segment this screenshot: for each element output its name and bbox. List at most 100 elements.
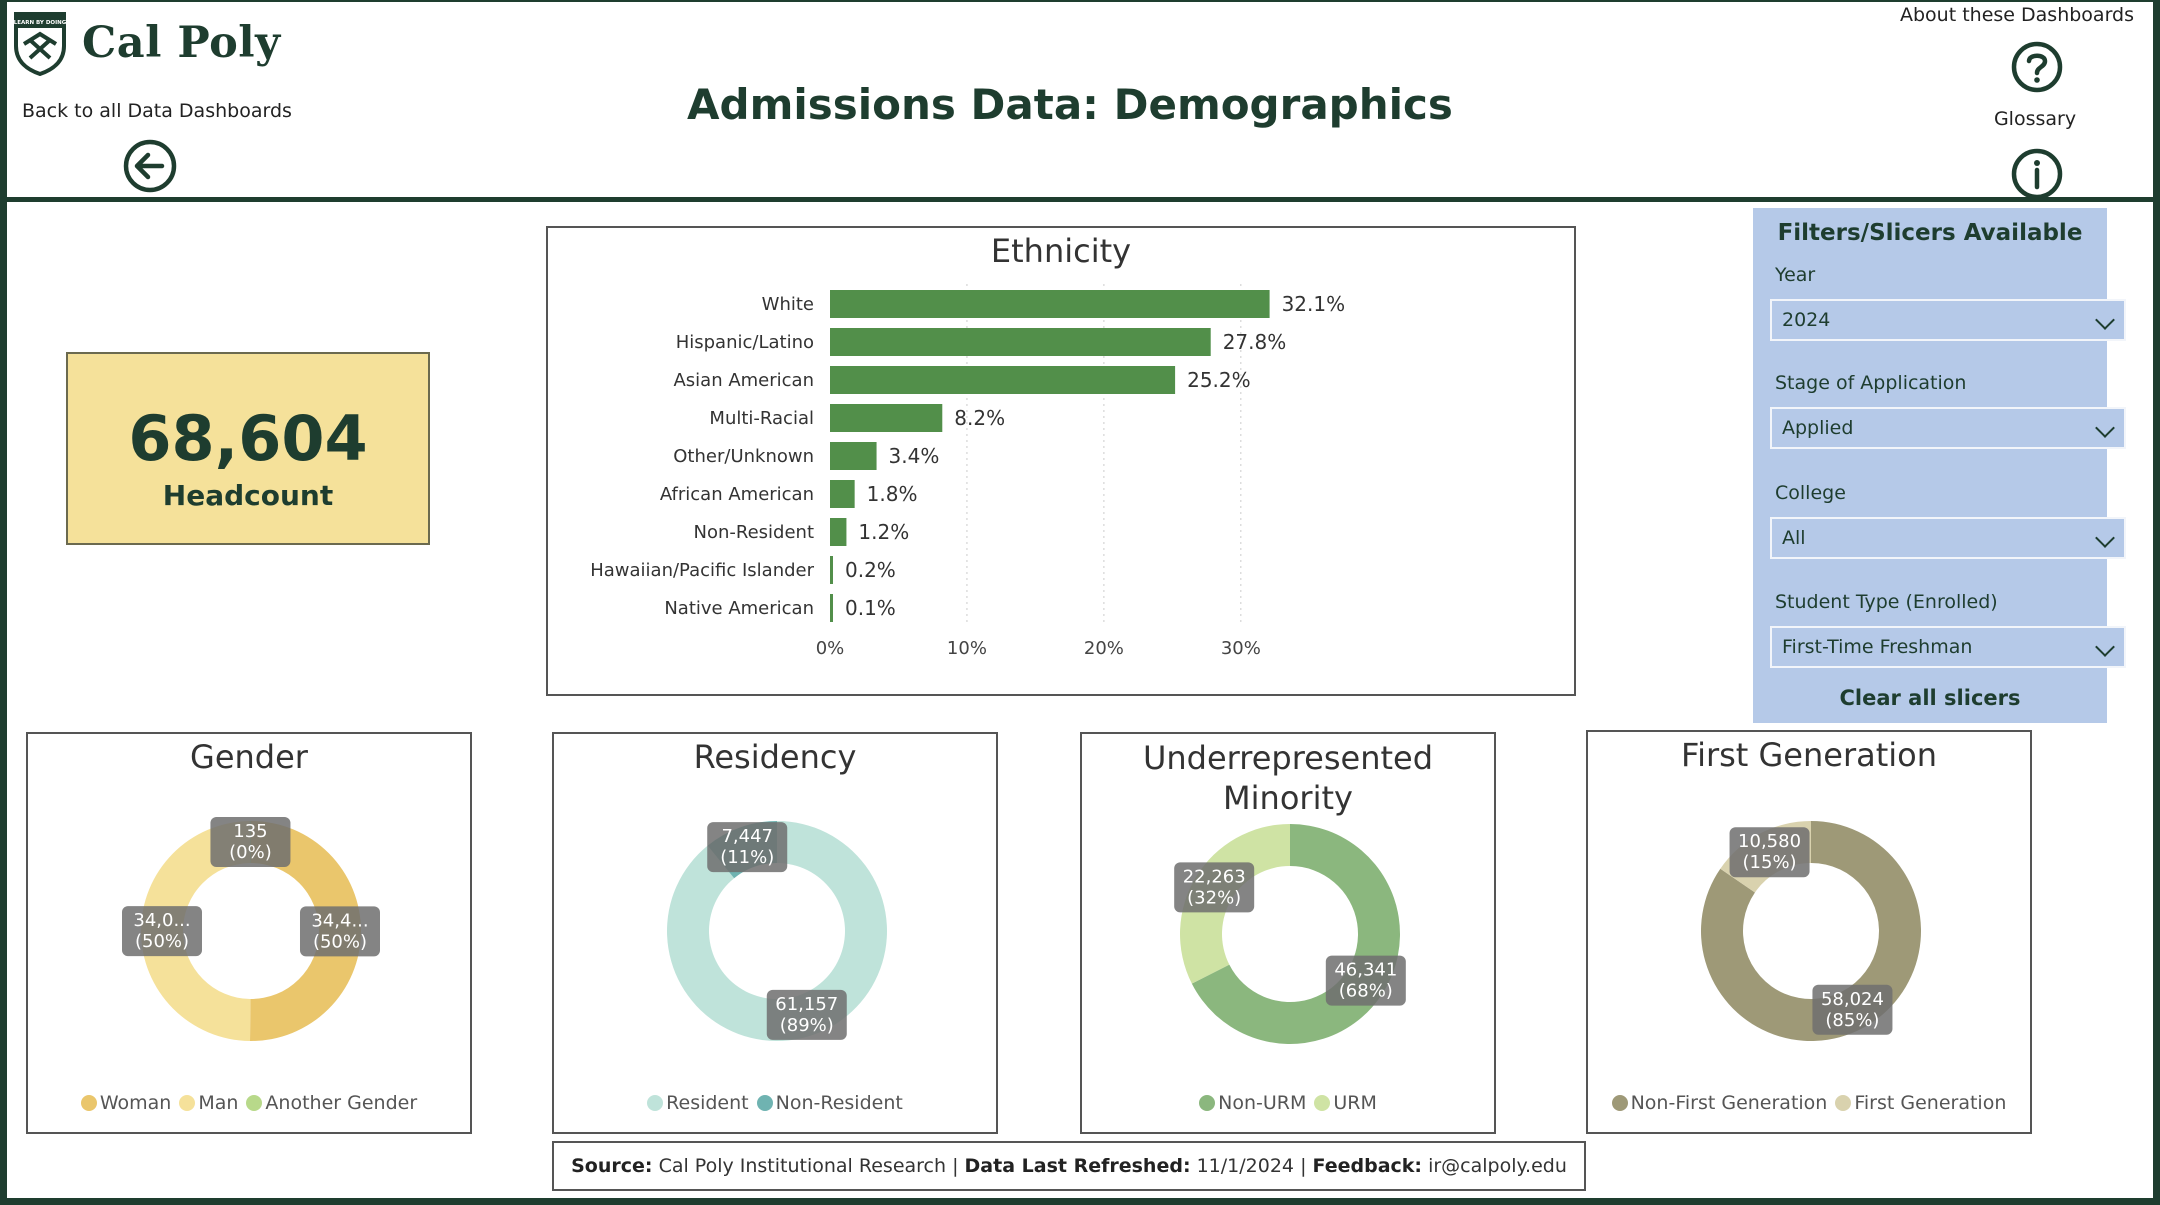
- bar-non-resident[interactable]: [830, 518, 847, 546]
- data-label-box: [122, 906, 203, 957]
- data-label-multi-racial: 8.2%: [954, 406, 1005, 430]
- legend-label: First Generation: [1854, 1092, 2007, 1114]
- feedback-link[interactable]: ir@calpoly.edu: [1428, 1155, 1567, 1177]
- legend-item-non-first-generation[interactable]: Non-First Generation: [1611, 1092, 1827, 1114]
- data-label-non-resident: 7,447(11%): [707, 822, 788, 873]
- legend-item-first-generation[interactable]: First Generation: [1835, 1092, 2006, 1114]
- back-link[interactable]: Back to all Data Dashboards: [22, 100, 292, 122]
- category-label-african-american: African American: [660, 484, 814, 505]
- data-label-box: [1325, 955, 1406, 1006]
- data-label-box: [766, 989, 847, 1040]
- page-title: Admissions Data: Demographics: [687, 80, 1453, 129]
- glossary-link[interactable]: Glossary: [1993, 108, 2077, 130]
- clear-slicers-button[interactable]: Clear all slicers: [1839, 686, 2021, 710]
- bar-white[interactable]: [830, 290, 1270, 318]
- category-label-white: White: [762, 294, 814, 315]
- gender-chart-panel: Gender 34,4... (50%) 34,0... (50%) 135 (0%) W…: [26, 732, 472, 1134]
- urm-donut-chart: 46,341(68%) 22,263(32%): [1174, 824, 1406, 1044]
- ethnicity-chart-panel: Ethnicity 0% 10% 20% 30% White 32.1% Hispanic/…: [546, 226, 1576, 696]
- category-label-hawaiian-pacific-islander: Hawaiian/Pacific Islander: [590, 560, 814, 581]
- bar-hispanic-latino[interactable]: [830, 328, 1211, 356]
- data-label-resident: 61,157(89%): [766, 989, 847, 1040]
- student-type-filter-select[interactable]: First-Time Freshman: [1770, 626, 2126, 668]
- data-label-text: (15%): [1743, 852, 1797, 873]
- first-gen-legend: Non-First Generation First Generation: [1588, 1092, 2030, 1114]
- legend-swatch: [246, 1095, 263, 1111]
- legend-item-another-gender[interactable]: Another Gender: [246, 1092, 417, 1114]
- info-circle-icon[interactable]: [2010, 147, 2064, 201]
- legend-label: Non-Resident: [775, 1092, 903, 1114]
- college-filter-select[interactable]: All: [1770, 517, 2126, 559]
- data-label-man: 34,0...(50%): [122, 906, 203, 957]
- headcount-label: Headcount: [162, 479, 334, 512]
- legend-label: Man: [198, 1092, 239, 1114]
- logo-badge-text: LEARN BY DOING: [14, 20, 67, 26]
- slice-woman[interactable]: [250, 821, 362, 1041]
- data-label-text: 135: [233, 821, 267, 842]
- data-label-native-american: 0.1%: [845, 596, 896, 620]
- college-filter-label: College: [1775, 482, 1846, 504]
- data-label-white: 32.1%: [1282, 292, 1346, 316]
- legend-item-resident[interactable]: Resident: [647, 1092, 749, 1114]
- headcount-card: 68,604 Headcount: [66, 352, 430, 545]
- data-label-box: [210, 817, 291, 868]
- gender-chart-title: Gender: [190, 738, 308, 776]
- data-label-text: 46,341: [1334, 960, 1397, 981]
- bar-native-american[interactable]: [830, 594, 833, 622]
- stage-filter-select[interactable]: Applied: [1770, 407, 2126, 449]
- legend-swatch: [80, 1095, 97, 1111]
- data-label-african-american: 1.8%: [867, 482, 918, 506]
- gender-donut-chart: 34,4...(50%)34,0...(50%)135(0%): [122, 817, 380, 1041]
- data-label-text: 7,447: [721, 826, 773, 847]
- bar-hawaiian-pacific-islander[interactable]: [830, 556, 833, 584]
- data-label-text: 34,4...: [311, 910, 368, 931]
- legend-label: Another Gender: [265, 1092, 418, 1114]
- category-label-hispanic-latino: Hispanic/Latino: [676, 332, 814, 353]
- student-type-filter-label: Student Type (Enrolled): [1775, 591, 1998, 613]
- slice-man[interactable]: [141, 821, 251, 1041]
- residency-legend: Resident Non-Resident: [554, 1092, 996, 1114]
- data-label-box: [1174, 862, 1255, 913]
- x-tick-label: 30%: [1221, 638, 1261, 659]
- legend-label: URM: [1333, 1092, 1377, 1114]
- data-label-box: [707, 822, 788, 873]
- legend-label: Resident: [666, 1092, 749, 1114]
- bar-multi-racial[interactable]: [830, 404, 943, 432]
- bar-african-american[interactable]: [830, 480, 855, 508]
- slice-resident[interactable]: [667, 821, 887, 1041]
- bar-other-unknown[interactable]: [830, 442, 877, 470]
- data-label-text: (32%): [1187, 887, 1241, 908]
- data-label-asian-american: 25.2%: [1187, 368, 1251, 392]
- about-dashboards-link[interactable]: About these Dashboards: [1900, 4, 2135, 26]
- data-label-text: (85%): [1825, 1010, 1879, 1031]
- filters-title: Filters/Slicers Available: [1777, 220, 2083, 246]
- question-circle-icon[interactable]: [2010, 40, 2064, 94]
- first-gen-chart-title: First Generation: [1680, 736, 1938, 774]
- filters-panel: Filters/Slicers Available Year 2024 Stag…: [1753, 208, 2126, 723]
- college-filter-value: All: [1782, 527, 1806, 549]
- legend-item-non-resident[interactable]: Non-Resident: [756, 1092, 903, 1114]
- legend-label: Woman: [99, 1092, 172, 1114]
- cal-poly-logo[interactable]: LEARN BY DOING Cal Poly: [12, 8, 312, 78]
- legend-item-woman[interactable]: Woman: [80, 1092, 172, 1114]
- refreshed-value: 11/1/2024: [1196, 1155, 1295, 1177]
- bar-asian-american[interactable]: [830, 366, 1176, 394]
- data-label-text: (50%): [313, 931, 367, 952]
- data-label-box: [299, 906, 380, 957]
- data-label-other-unknown: 3.4%: [889, 444, 940, 468]
- legend-item-non-urm[interactable]: Non-URM: [1199, 1092, 1306, 1114]
- source-footer: Source: Cal Poly Institutional Research …: [552, 1141, 1586, 1191]
- data-label-non-resident: 1.2%: [858, 520, 909, 544]
- data-label-text: 58,024: [1821, 989, 1884, 1010]
- ethnicity-bar-chart: 0% 10% 20% 30% White 32.1% Hispanic/Latino 27.8…: [590, 284, 1346, 659]
- data-label-box: [1729, 827, 1810, 878]
- separator: |: [1300, 1155, 1307, 1177]
- data-label-text: 61,157: [775, 994, 838, 1015]
- legend-item-urm[interactable]: URM: [1314, 1092, 1377, 1114]
- arrow-left-circle-icon[interactable]: [122, 138, 178, 194]
- data-label-urm: 22,263(32%): [1174, 862, 1255, 913]
- legend-item-man[interactable]: Man: [179, 1092, 238, 1114]
- legend-swatch: [1199, 1095, 1216, 1111]
- chevron-down-icon: [2095, 418, 2115, 438]
- year-filter-select[interactable]: 2024: [1770, 299, 2126, 341]
